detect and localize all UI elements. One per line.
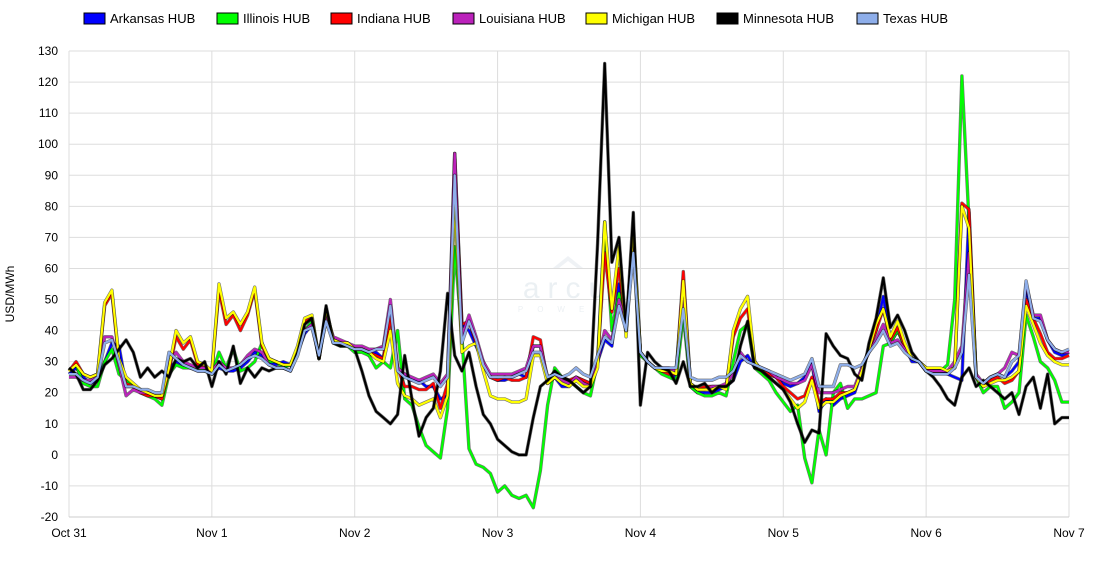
y-axis: -20 -10 0 10 20 30 40 50 60 70 80 90 100 110 120 130 — [38, 44, 58, 524]
legend-label: Michigan HUB — [612, 11, 695, 26]
y-tick-label: 110 — [39, 106, 58, 120]
legend-swatch — [856, 12, 879, 25]
y-tick-label: 30 — [45, 355, 59, 369]
x-tick-label: Nov 6 — [910, 526, 942, 540]
x-tick-label: Nov 5 — [768, 526, 800, 540]
y-tick-label: 120 — [38, 75, 58, 89]
legend-swatch — [83, 12, 106, 25]
y-tick-label: -10 — [41, 479, 59, 493]
y-axis-label: USD/MWh — [3, 266, 17, 323]
series-line-minnesota-hub[interactable] — [68, 62, 1069, 456]
x-tick-label: Nov 4 — [625, 526, 657, 540]
legend-label: Illinois HUB — [243, 11, 310, 26]
y-tick-label: 80 — [45, 199, 59, 213]
watermark-subtext: POWER — [518, 305, 618, 314]
legend-label: Arkansas HUB — [110, 11, 195, 26]
legend-label: Minnesota HUB — [743, 11, 834, 26]
legend-swatch — [216, 12, 239, 25]
legend-item[interactable]: Indiana HUB — [330, 11, 431, 26]
y-tick-label: 70 — [45, 230, 59, 244]
x-tick-label: Nov 3 — [482, 526, 514, 540]
legend-item[interactable]: Texas HUB — [856, 11, 948, 26]
watermark-arrow-icon — [553, 256, 583, 268]
x-tick-label: Oct 31 — [51, 526, 87, 540]
y-tick-label: 90 — [45, 168, 59, 182]
y-tick-label: 0 — [51, 448, 58, 462]
y-tick-label: -20 — [41, 510, 59, 524]
legend-item[interactable]: Michigan HUB — [585, 11, 695, 26]
legend-label: Texas HUB — [883, 11, 948, 26]
legend-swatch — [452, 12, 475, 25]
legend-swatch — [716, 12, 739, 25]
x-tick-label: Nov 1 — [196, 526, 228, 540]
legend-item[interactable]: Minnesota HUB — [716, 11, 834, 26]
legend-swatch — [330, 12, 353, 25]
legend-item[interactable]: Arkansas HUB — [83, 11, 195, 26]
legend-label: Indiana HUB — [357, 11, 431, 26]
y-tick-label: 130 — [38, 44, 58, 58]
y-tick-label: 20 — [45, 386, 59, 400]
y-tick-label: 100 — [38, 137, 58, 151]
y-tick-label: 10 — [45, 417, 59, 431]
series-line-michigan-hub[interactable] — [68, 199, 1069, 419]
legend-label: Louisiana HUB — [479, 11, 566, 26]
x-tick-label: Nov 2 — [339, 526, 371, 540]
grid — [68, 50, 1070, 518]
y-tick-label: 50 — [45, 293, 59, 307]
legend-item[interactable]: Illinois HUB — [216, 11, 310, 26]
x-tick-label: Nov 7 — [1053, 526, 1085, 540]
series-lines — [67, 61, 1070, 510]
legend-swatch — [585, 12, 608, 25]
legend-item[interactable]: Louisiana HUB — [452, 11, 566, 26]
x-axis: Oct 31 Nov 1 Nov 2 Nov 3 Nov 4 Nov 5 Nov 6 Nov … — [51, 516, 1085, 540]
series-line-texas-hub[interactable] — [69, 174, 1070, 394]
y-tick-label: 60 — [45, 261, 59, 275]
legend: Arkansas HUB Illinois HUB Indiana HUB Louis… — [83, 11, 948, 26]
y-tick-label: 40 — [45, 324, 59, 338]
